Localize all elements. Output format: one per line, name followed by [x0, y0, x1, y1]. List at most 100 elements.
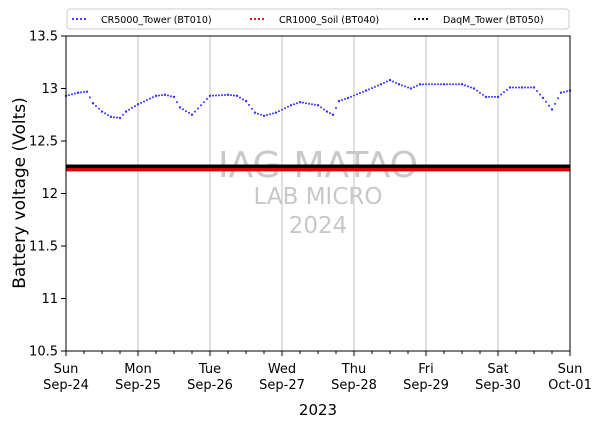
data-point — [272, 112, 274, 115]
data-point — [518, 86, 520, 89]
data-point — [152, 96, 154, 99]
data-point — [83, 91, 85, 93]
data-point — [176, 101, 178, 104]
data-point — [410, 87, 412, 90]
data-point — [362, 90, 364, 93]
data-point — [206, 98, 208, 100]
data-point — [491, 95, 493, 98]
data-point — [143, 100, 145, 103]
data-point — [431, 83, 433, 86]
x-tick-day: Wed — [268, 362, 296, 377]
data-point — [407, 86, 409, 89]
legend-marker — [75, 17, 79, 21]
x-axis: SunSep-24MonSep-25TueSep-26WedSep-27ThuS… — [43, 351, 592, 393]
data-point — [209, 94, 211, 97]
data-point — [182, 108, 184, 111]
data-point — [413, 86, 415, 89]
data-point — [158, 94, 160, 97]
data-point — [464, 84, 466, 87]
data-point — [215, 94, 217, 97]
data-point — [524, 86, 526, 89]
data-point — [380, 83, 382, 86]
data-point — [269, 113, 271, 116]
data-point — [107, 114, 109, 117]
data-point — [488, 95, 490, 98]
data-point — [536, 89, 538, 92]
data-point — [347, 96, 349, 99]
data-point — [452, 83, 454, 86]
x-tick-date: Sep-29 — [403, 378, 449, 393]
data-point — [332, 113, 334, 116]
data-point — [146, 99, 148, 102]
data-point — [110, 115, 112, 118]
series-1 — [64, 78, 572, 120]
data-point — [392, 80, 394, 83]
data-point — [242, 98, 244, 101]
data-point — [365, 89, 367, 92]
data-point — [77, 91, 79, 94]
x-tick-date: Sep-25 — [115, 378, 161, 393]
legend-marker — [413, 17, 417, 21]
data-point — [404, 85, 406, 88]
data-point — [251, 107, 253, 110]
data-point — [506, 88, 508, 91]
data-point — [239, 96, 241, 99]
data-point — [542, 96, 544, 99]
watermark-line-3: 2024 — [289, 213, 348, 239]
data-point — [314, 103, 316, 106]
data-point — [275, 111, 277, 114]
data-series — [64, 78, 572, 172]
x-axis-label: 2023 — [299, 401, 337, 419]
data-point — [422, 83, 424, 86]
data-point — [353, 94, 355, 97]
data-point — [356, 93, 358, 96]
data-point — [434, 83, 436, 86]
legend-marker — [261, 17, 265, 21]
legend-marker — [257, 17, 261, 21]
data-point — [440, 83, 442, 86]
data-point — [101, 110, 103, 113]
data-point — [179, 106, 181, 109]
data-point — [374, 85, 376, 88]
data-point — [212, 94, 214, 97]
data-point — [359, 92, 361, 95]
data-point — [479, 91, 481, 94]
x-tick-day: Fri — [418, 362, 434, 377]
x-gridlines — [137, 36, 499, 351]
data-point — [443, 83, 445, 86]
data-point — [455, 83, 457, 86]
x-tick-date: Sep-28 — [331, 378, 377, 393]
data-point — [446, 83, 448, 86]
legend: CR5000_Tower (BT010) CR1000_Soil (BT040) D… — [66, 8, 570, 30]
data-point — [221, 94, 223, 97]
y-tick-label: 12 — [41, 187, 58, 202]
data-point — [482, 93, 484, 96]
data-point — [566, 90, 568, 93]
data-point — [293, 103, 295, 106]
data-point — [140, 101, 142, 104]
x-tick-day: Thu — [341, 362, 366, 377]
data-point — [230, 94, 232, 97]
data-point — [290, 104, 292, 107]
data-point — [533, 86, 535, 89]
data-point — [236, 94, 238, 97]
data-point — [203, 101, 205, 104]
data-point — [80, 91, 82, 94]
data-point — [548, 104, 550, 107]
data-point — [302, 101, 304, 104]
data-point — [104, 112, 106, 115]
legend-marker — [249, 17, 253, 21]
data-point — [425, 83, 427, 86]
legend-marker — [79, 17, 83, 21]
data-point — [503, 91, 505, 94]
data-point — [563, 91, 565, 93]
data-point — [428, 83, 430, 86]
data-point — [287, 105, 289, 108]
data-point — [527, 86, 529, 89]
legend-marker — [83, 17, 87, 21]
x-tick-day: Sun — [558, 362, 583, 377]
x-tick-day: Mon — [124, 362, 151, 377]
data-point — [266, 114, 268, 117]
data-point — [227, 93, 229, 96]
